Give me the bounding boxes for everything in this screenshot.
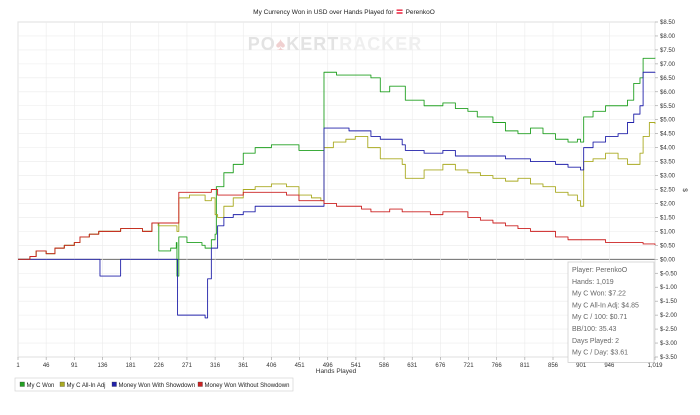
y-tick-label: $2.00 xyxy=(660,201,676,207)
y-tick-label: $3.00 xyxy=(660,174,676,180)
x-axis-label: Hands Played xyxy=(316,368,357,375)
stats-line: Hands: 1,019 xyxy=(572,279,614,286)
y-tick-label: $0.00 xyxy=(660,257,676,263)
x-tick-label: 586 xyxy=(379,363,390,369)
stats-box-frame xyxy=(567,261,655,363)
watermark-segment: ♠ xyxy=(276,34,287,54)
x-tick-label: 226 xyxy=(154,363,165,369)
series-layer xyxy=(18,57,656,319)
chart-title-player: PerenkoO xyxy=(406,9,435,16)
x-tick-label: 901 xyxy=(576,363,587,369)
y-tick-label: $-1.00 xyxy=(660,285,678,291)
series-line-money-won-without-showdown xyxy=(18,189,656,260)
y-tick-label: $2.50 xyxy=(660,188,676,194)
x-tick-label: 136 xyxy=(97,363,108,369)
x-tick-label: 766 xyxy=(492,363,503,369)
y-tick-label: $5.00 xyxy=(660,118,676,124)
x-tick-label: 631 xyxy=(407,363,418,369)
x-tick-label: 181 xyxy=(126,363,137,369)
legend-label: Money Won Without Showdown xyxy=(205,383,290,389)
y-tick-label: $7.00 xyxy=(660,62,676,68)
stats-line: My C Won: $7.22 xyxy=(572,291,626,298)
x-tick-label: 46 xyxy=(43,363,50,369)
legend: My C Won My C All-In Adj Money Won With Sh… xyxy=(14,377,294,392)
y-tick-label: $8.50 xyxy=(660,20,676,26)
y-tick-label: $-0.50 xyxy=(660,271,678,277)
x-tick-label: 856 xyxy=(548,363,559,369)
y-tick-label: $6.50 xyxy=(660,76,676,82)
stats-line: Player: PerenkoO xyxy=(572,267,628,274)
x-axis-ticks: 1 46 91 136 181 226 271 316 361 406 451 496 541 586 63… xyxy=(16,357,663,369)
x-tick-label: 406 xyxy=(266,363,277,369)
legend-label: My C All-In Adj xyxy=(67,383,106,389)
y-tick-label: $-3.50 xyxy=(660,355,678,361)
y-tick-label: $5.50 xyxy=(660,104,676,110)
watermark-text: PO♠KERTRACKER xyxy=(248,34,423,54)
y-axis-label: $ xyxy=(681,188,688,192)
legend-swatch xyxy=(59,381,65,387)
watermark-segment: PO xyxy=(248,34,276,54)
x-tick-label: 361 xyxy=(238,363,249,369)
chart-title-group: My Currency Won in USD over Hands Played… xyxy=(253,9,435,16)
watermark-segment: KERT xyxy=(286,34,339,54)
y-tick-label: $4.50 xyxy=(660,132,676,138)
chart-title: My Currency Won in USD over Hands Played… xyxy=(253,9,394,16)
flag-stripe xyxy=(396,9,403,11)
y-tick-label: $7.50 xyxy=(660,48,676,54)
x-tick-label: 811 xyxy=(520,363,530,369)
legend-swatch xyxy=(111,381,117,387)
legend-swatch xyxy=(19,381,25,387)
x-tick-label: 721 xyxy=(464,363,475,369)
stats-line: My C / Day: $3.61 xyxy=(572,350,628,357)
y-tick-label: $-3.00 xyxy=(660,341,678,347)
x-tick-label: 676 xyxy=(435,363,446,369)
y-axis-ticks: $8.50 $8.00 $7.50 $7.00 $6.50 $6.00 $5.50 $5.00… xyxy=(655,20,678,361)
y-tick-label: $-2.50 xyxy=(660,327,678,333)
y-tick-label: $4.00 xyxy=(660,146,676,152)
x-tick-label: 1 xyxy=(16,363,20,369)
series-line-money-won-with-showdown xyxy=(18,71,656,319)
x-tick-label: 91 xyxy=(71,363,78,369)
pokertracker-watermark: PO♠KERTRACKER xyxy=(248,34,423,54)
x-tick-label: 316 xyxy=(210,363,221,369)
y-tick-label: $1.50 xyxy=(660,215,676,221)
austria-flag-icon xyxy=(396,9,403,14)
watermark-segment: RACKER xyxy=(339,34,422,54)
y-tick-label: $8.00 xyxy=(660,34,676,40)
x-tick-label: 496 xyxy=(323,363,334,369)
stats-box: Player: PerenkoO Hands: 1,019 My C Won: $7… xyxy=(567,261,655,363)
x-tick-label: 1,019 xyxy=(647,363,663,369)
y-tick-label: $-2.00 xyxy=(660,313,678,319)
stats-line: BB/100: 35.43 xyxy=(572,326,616,333)
flag-stripe xyxy=(396,10,403,13)
legend-label: Money Won With Showdown xyxy=(119,383,196,389)
y-tick-label: $1.00 xyxy=(660,229,676,235)
legend-frame xyxy=(14,377,294,392)
stats-line: My C All-In Adj: $4.85 xyxy=(572,302,639,309)
x-tick-label: 541 xyxy=(351,363,362,369)
y-tick-label: $0.50 xyxy=(660,243,676,249)
legend-label: My C Won xyxy=(27,383,55,389)
x-tick-label: 451 xyxy=(295,363,306,369)
flag-stripe xyxy=(396,12,403,14)
y-tick-label: $-1.50 xyxy=(660,299,678,305)
x-tick-label: 271 xyxy=(182,363,193,369)
y-tick-label: $6.00 xyxy=(660,90,676,96)
y-tick-label: $3.50 xyxy=(660,160,676,166)
legend-swatch xyxy=(197,381,203,387)
stats-line: Days Played: 2 xyxy=(572,338,619,345)
stats-line: My C / 100: $0.71 xyxy=(572,314,627,321)
x-tick-label: 946 xyxy=(604,363,615,369)
